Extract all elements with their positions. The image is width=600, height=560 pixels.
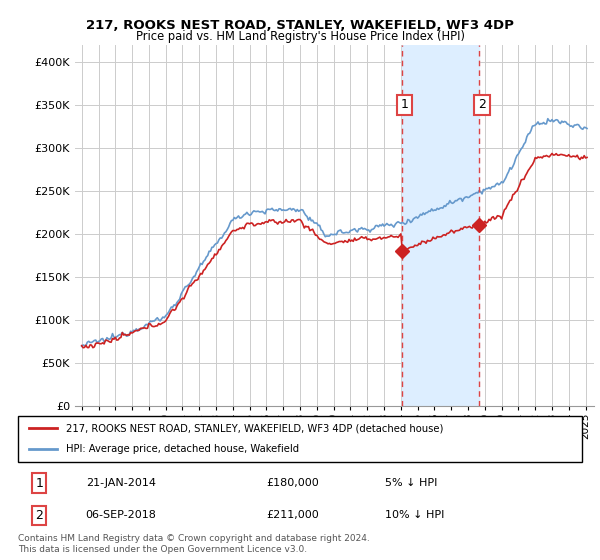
Text: 1: 1 — [35, 477, 43, 489]
Text: HPI: Average price, detached house, Wakefield: HPI: Average price, detached house, Wake… — [66, 445, 299, 455]
Text: 2: 2 — [478, 99, 486, 111]
Text: 1: 1 — [400, 99, 408, 111]
Text: 21-JAN-2014: 21-JAN-2014 — [86, 478, 155, 488]
Text: Price paid vs. HM Land Registry's House Price Index (HPI): Price paid vs. HM Land Registry's House … — [136, 30, 464, 43]
Text: 2: 2 — [35, 509, 43, 522]
FancyBboxPatch shape — [18, 416, 582, 462]
Text: £180,000: £180,000 — [266, 478, 319, 488]
Bar — [402, 45, 479, 406]
Text: Contains HM Land Registry data © Crown copyright and database right 2024.
This d: Contains HM Land Registry data © Crown c… — [18, 534, 370, 554]
Text: 217, ROOKS NEST ROAD, STANLEY, WAKEFIELD, WF3 4DP (detached house): 217, ROOKS NEST ROAD, STANLEY, WAKEFIELD… — [66, 423, 443, 433]
Text: 10% ↓ HPI: 10% ↓ HPI — [385, 510, 444, 520]
Text: 5% ↓ HPI: 5% ↓ HPI — [385, 478, 437, 488]
Text: £211,000: £211,000 — [266, 510, 319, 520]
Text: 217, ROOKS NEST ROAD, STANLEY, WAKEFIELD, WF3 4DP: 217, ROOKS NEST ROAD, STANLEY, WAKEFIELD… — [86, 19, 514, 32]
Text: 06-SEP-2018: 06-SEP-2018 — [86, 510, 157, 520]
